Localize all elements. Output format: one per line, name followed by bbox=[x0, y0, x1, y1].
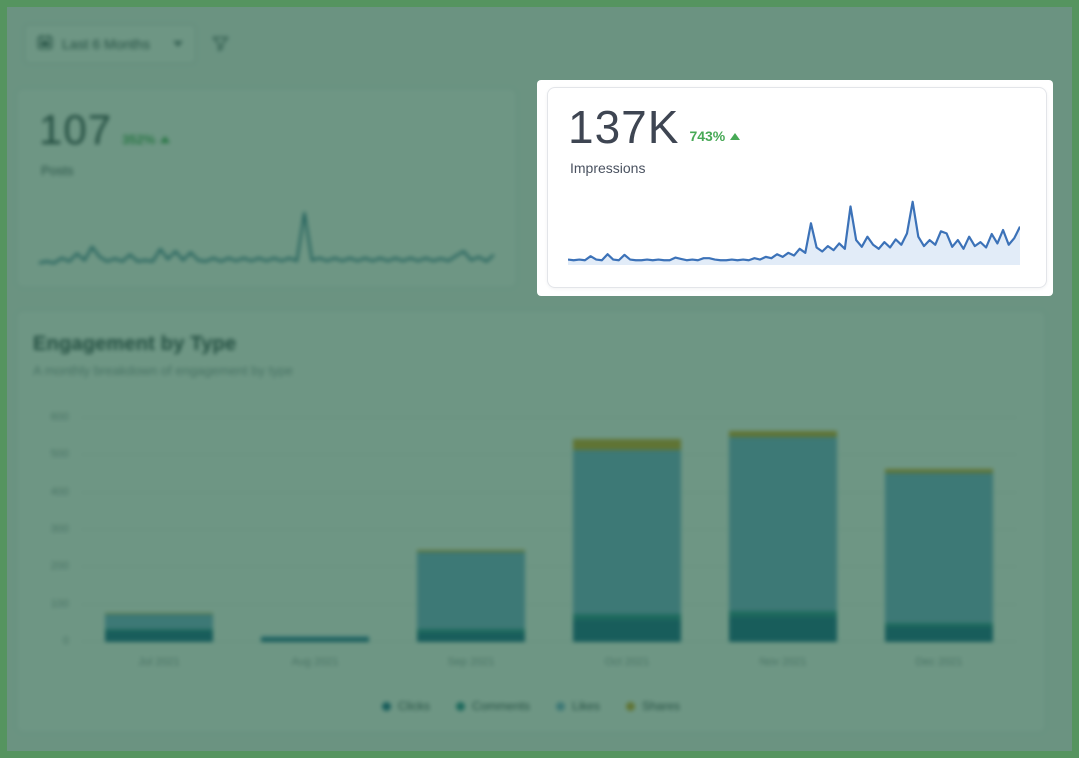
impressions-stat-card[interactable]: 137K 743% Impressions bbox=[547, 87, 1047, 288]
impressions-sparkline bbox=[568, 195, 1020, 265]
impressions-delta: 743% bbox=[689, 128, 741, 150]
impressions-value: 137K bbox=[568, 101, 680, 153]
spotlight-backdrop: 137K 743% Impressions bbox=[537, 80, 1053, 296]
impressions-label: Impressions bbox=[570, 160, 646, 176]
delta-up-icon bbox=[730, 132, 741, 140]
